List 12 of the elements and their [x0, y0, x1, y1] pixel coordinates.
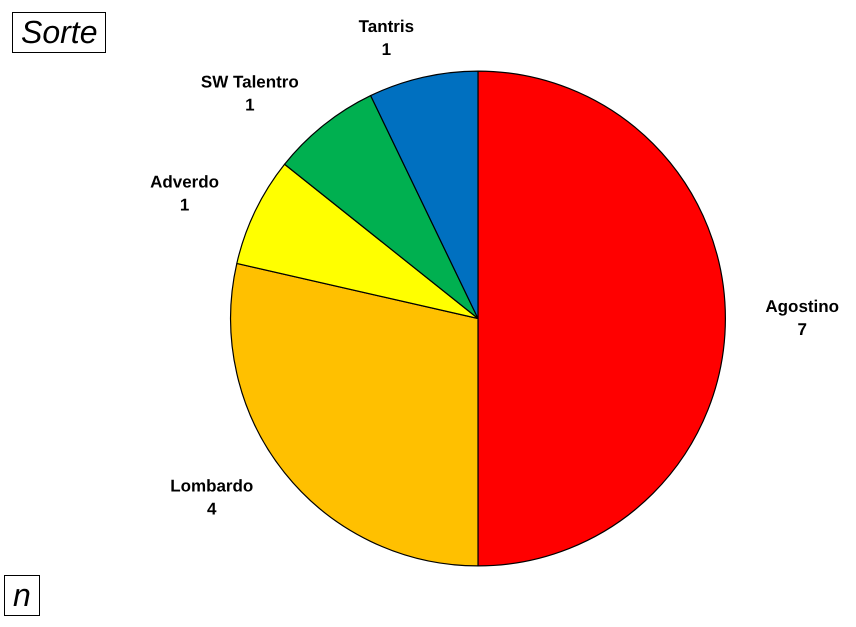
slice-label: Tantris	[358, 16, 414, 36]
slice-label: Lombardo	[170, 476, 254, 496]
slice-label: SW Talentro	[200, 72, 299, 92]
data-label: 1	[382, 40, 392, 59]
text: n	[4, 575, 40, 616]
slice-label: Adverdo	[150, 172, 220, 192]
data-label: 1	[245, 95, 255, 114]
chart-title: Sorte	[12, 12, 106, 54]
data-label: 4	[207, 499, 218, 518]
data-label: 7	[797, 320, 807, 340]
slice-label: Agostino	[765, 297, 840, 316]
data-label: 1	[180, 195, 190, 214]
